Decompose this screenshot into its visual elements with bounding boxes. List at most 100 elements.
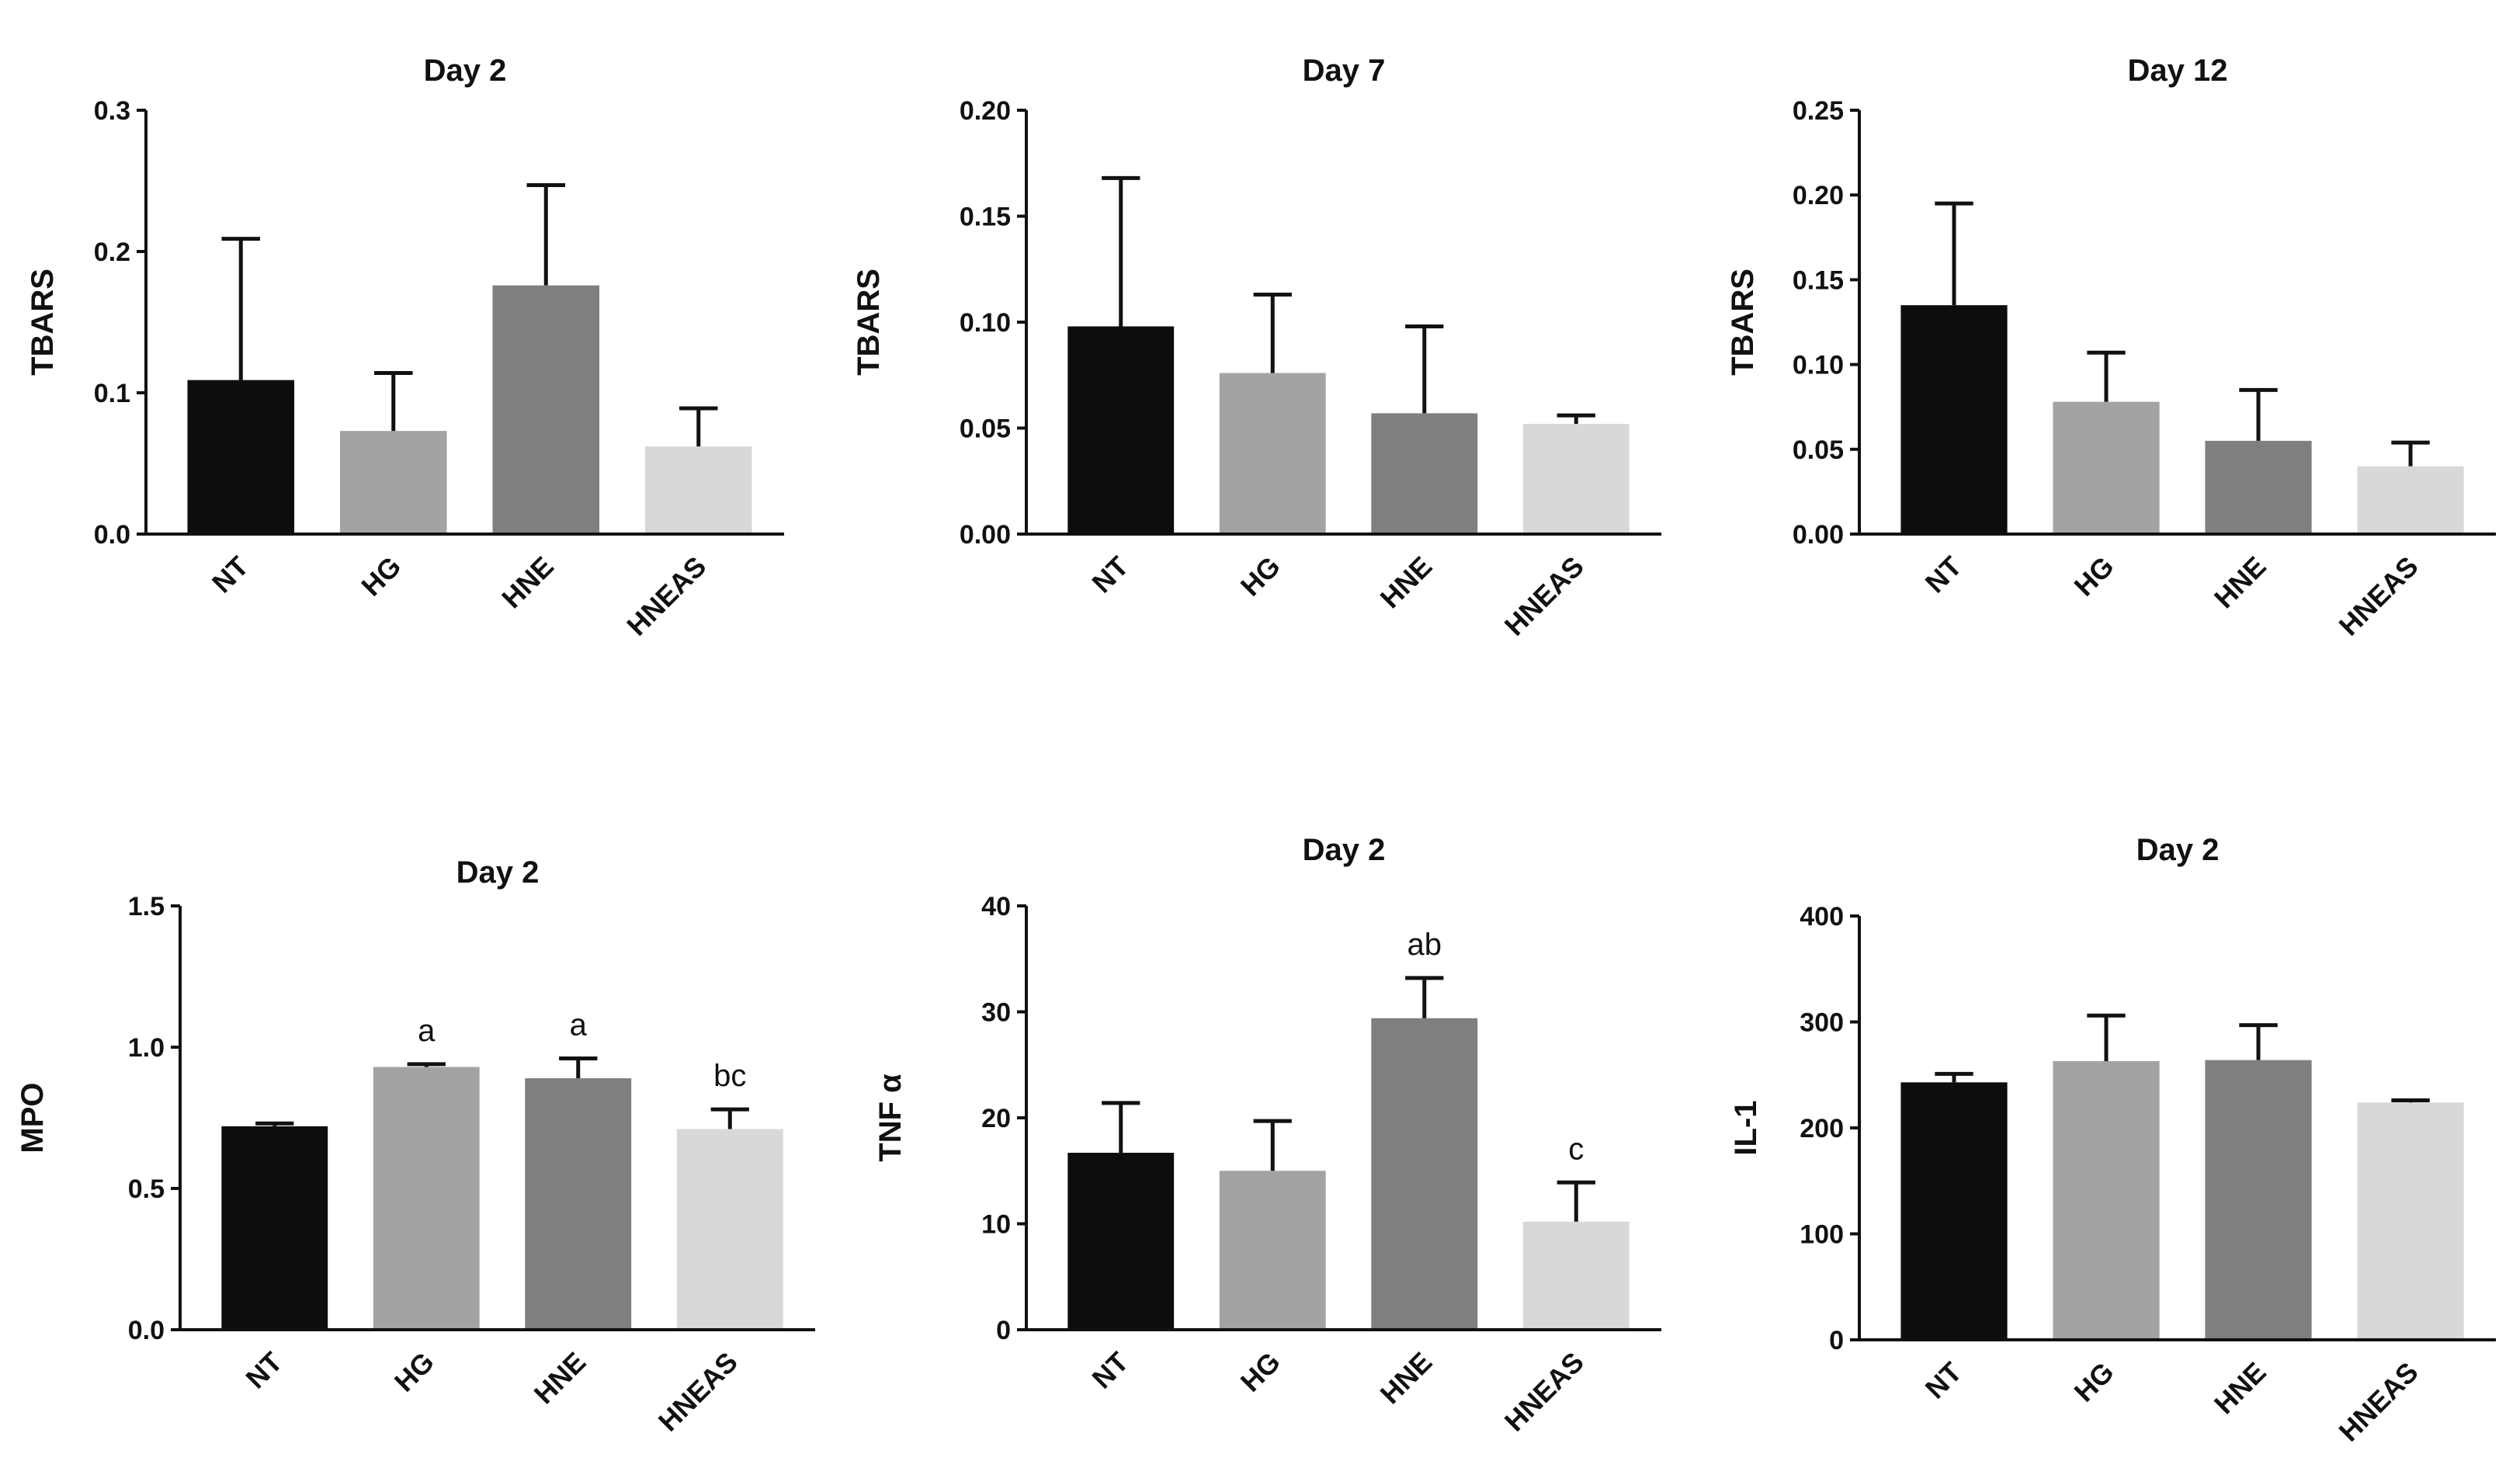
error-bar-hneas — [2391, 440, 2430, 467]
chart-title: Day 12 — [2128, 54, 2228, 88]
y-tick-label: 10 — [981, 1210, 1011, 1240]
chart-title: Day 2 — [456, 855, 540, 890]
y-tick-label: 1.5 — [128, 892, 165, 921]
error-bar-hne — [1405, 324, 1444, 414]
bar-hneas — [2357, 466, 2464, 534]
y-tick-label: 0.5 — [128, 1174, 165, 1204]
y-tick-label: 0.05 — [1793, 435, 1844, 465]
y-tick-label: 0.2 — [94, 238, 130, 267]
y-tick-label: 40 — [981, 892, 1011, 921]
significance-label-hne: a — [570, 1008, 588, 1043]
error-bar-hneas — [679, 406, 718, 447]
error-bar-nt — [1102, 175, 1140, 327]
y-axis-label: IL-1 — [1729, 1100, 1763, 1155]
bar-hg — [339, 431, 447, 534]
error-bar-hne — [526, 182, 566, 286]
bar-hneas — [676, 1129, 783, 1330]
y-tick-label: 0.25 — [1793, 96, 1844, 126]
chart-title: Day 7 — [1303, 54, 1386, 88]
chart-title: Day 2 — [1303, 833, 1386, 867]
error-bar-hneas — [2391, 1098, 2430, 1103]
error-bar-hneas — [1557, 413, 1595, 425]
y-tick-label: 0.05 — [960, 415, 1011, 444]
chart-title: Day 2 — [424, 54, 507, 88]
error-bar-nt — [255, 1121, 294, 1126]
bar-nt — [1067, 326, 1175, 534]
bar-hne — [492, 285, 600, 534]
error-bar-hne — [2239, 1023, 2278, 1060]
error-bar-hg — [2087, 1013, 2126, 1062]
y-tick-label: 0 — [1829, 1326, 1844, 1355]
bar-nt — [1067, 1153, 1175, 1330]
y-axis-label: TBARS — [852, 269, 886, 376]
bar-nt — [221, 1126, 328, 1330]
error-bar-hneas — [1557, 1180, 1595, 1222]
y-tick-label: 20 — [981, 1104, 1011, 1133]
y-tick-label: 0.3 — [94, 96, 130, 126]
y-tick-label: 0.20 — [960, 96, 1011, 126]
significance-label-hneas: c — [1568, 1132, 1584, 1166]
y-tick-label: 100 — [1800, 1220, 1844, 1250]
y-tick-label: 200 — [1800, 1114, 1844, 1143]
y-tick-label: 0.15 — [960, 203, 1011, 232]
error-bar-hg — [2087, 350, 2126, 402]
significance-label-hne: ab — [1408, 928, 1442, 962]
y-tick-label: 0.0 — [128, 1316, 165, 1345]
bar-hg — [1219, 1171, 1326, 1330]
y-tick-label: 0.10 — [960, 308, 1011, 338]
y-axis-label: TNF α — [873, 1074, 908, 1162]
y-axis-label: TBARS — [1726, 269, 1760, 376]
y-tick-label: 0.00 — [960, 520, 1011, 550]
bar-hneas — [644, 446, 752, 534]
bar-hne — [525, 1078, 632, 1330]
significance-label-hg: a — [418, 1014, 436, 1048]
error-bar-hne — [1405, 976, 1444, 1018]
error-bar-nt — [1102, 1101, 1140, 1154]
error-bar-hne — [2239, 387, 2278, 441]
bar-hg — [1219, 373, 1326, 534]
y-tick-label: 0.0 — [94, 520, 130, 550]
bar-hne — [2205, 440, 2312, 534]
bar-nt — [1900, 1082, 2008, 1340]
y-tick-label: 300 — [1800, 1008, 1844, 1038]
bar-nt — [1900, 305, 2008, 534]
y-tick-label: 0.00 — [1793, 520, 1844, 550]
error-bar-hne — [559, 1056, 598, 1079]
y-axis-label: MPO — [16, 1082, 50, 1153]
bar-hneas — [1522, 424, 1630, 534]
error-bar-hg — [1253, 1119, 1292, 1171]
error-bar-nt — [1935, 201, 1973, 306]
y-tick-label: 0.1 — [94, 379, 130, 408]
chart-title: Day 2 — [2136, 833, 2220, 867]
y-tick-label: 400 — [1800, 902, 1844, 932]
bar-hne — [2205, 1060, 2312, 1340]
bar-hneas — [1522, 1221, 1630, 1330]
error-bar-hg — [373, 371, 413, 432]
y-tick-label: 0.10 — [1793, 351, 1844, 380]
error-bar-hg — [407, 1062, 446, 1067]
bar-hneas — [2357, 1102, 2464, 1340]
bar-hg — [2053, 401, 2160, 534]
error-bar-nt — [221, 237, 261, 380]
significance-label-hneas: bc — [713, 1059, 746, 1093]
y-tick-label: 0.15 — [1793, 265, 1844, 295]
bar-hg — [2053, 1061, 2160, 1340]
error-bar-hneas — [710, 1107, 749, 1129]
bar-hne — [1371, 1018, 1478, 1330]
y-axis-label: TBARS — [26, 269, 60, 376]
y-tick-label: 1.0 — [128, 1033, 165, 1063]
y-tick-label: 0.20 — [1793, 181, 1844, 210]
y-tick-label: 30 — [981, 998, 1011, 1028]
error-bar-nt — [1935, 1071, 1973, 1083]
y-tick-label: 0 — [996, 1316, 1011, 1345]
bar-hne — [1371, 413, 1478, 534]
bar-hg — [373, 1067, 480, 1330]
bar-nt — [187, 380, 295, 534]
error-bar-hg — [1253, 293, 1292, 373]
